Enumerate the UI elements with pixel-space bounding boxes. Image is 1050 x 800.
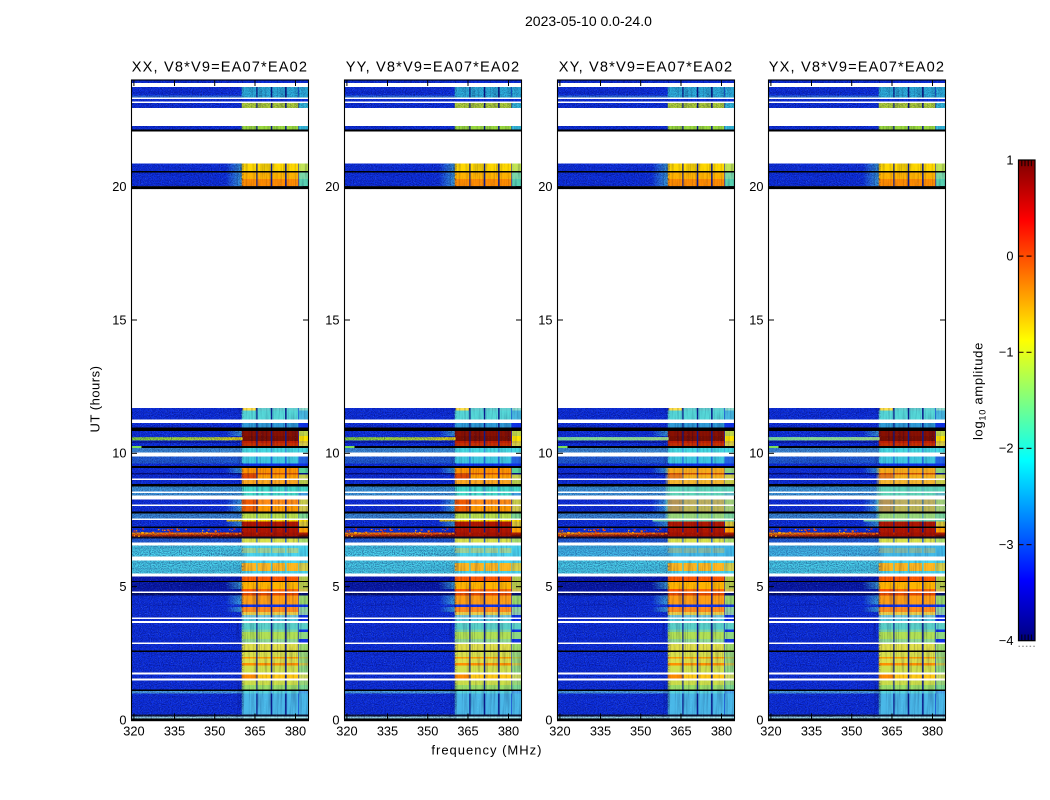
svg-text:365: 365 xyxy=(881,724,902,739)
svg-text:10: 10 xyxy=(538,446,552,461)
svg-text:350: 350 xyxy=(630,724,651,739)
svg-text:5: 5 xyxy=(756,579,763,594)
svg-text:20: 20 xyxy=(538,179,552,194)
svg-text:−2: −2 xyxy=(999,441,1014,456)
svg-text:320: 320 xyxy=(760,724,781,739)
svg-text:365: 365 xyxy=(670,724,691,739)
svg-text:350: 350 xyxy=(204,724,225,739)
svg-text:20: 20 xyxy=(112,179,126,194)
svg-text:365: 365 xyxy=(457,724,478,739)
svg-text:XX, V8*V9=EA07*EA02: XX, V8*V9=EA07*EA02 xyxy=(132,60,308,76)
svg-text:XY, V8*V9=EA07*EA02: XY, V8*V9=EA07*EA02 xyxy=(559,60,734,76)
svg-text:380: 380 xyxy=(285,724,306,739)
svg-text:335: 335 xyxy=(590,724,611,739)
svg-text:380: 380 xyxy=(498,724,519,739)
svg-text:2023-05-10 0.0-24.0: 2023-05-10 0.0-24.0 xyxy=(525,13,652,29)
svg-text:15: 15 xyxy=(538,312,552,327)
svg-text:YY, V8*V9=EA07*EA02: YY, V8*V9=EA07*EA02 xyxy=(346,60,521,76)
svg-text:frequency (MHz): frequency (MHz) xyxy=(431,743,542,758)
svg-text:10: 10 xyxy=(749,446,763,461)
svg-text:20: 20 xyxy=(325,179,339,194)
svg-text:15: 15 xyxy=(325,312,339,327)
svg-text:10: 10 xyxy=(112,446,126,461)
svg-text:−1: −1 xyxy=(999,345,1014,360)
svg-text:320: 320 xyxy=(336,724,357,739)
svg-text:350: 350 xyxy=(417,724,438,739)
svg-text:5: 5 xyxy=(119,579,126,594)
svg-text:0: 0 xyxy=(1006,248,1013,263)
svg-text:log10 amplitude: log10 amplitude xyxy=(971,342,988,440)
svg-text:UT (hours): UT (hours) xyxy=(88,366,103,433)
svg-text:5: 5 xyxy=(332,579,339,594)
svg-text:350: 350 xyxy=(841,724,862,739)
svg-text:335: 335 xyxy=(801,724,822,739)
svg-text:335: 335 xyxy=(377,724,398,739)
svg-text:15: 15 xyxy=(112,312,126,327)
svg-text:−3: −3 xyxy=(999,537,1014,552)
svg-text:10: 10 xyxy=(325,446,339,461)
svg-text:320: 320 xyxy=(549,724,570,739)
svg-text:15: 15 xyxy=(749,312,763,327)
svg-text:0: 0 xyxy=(545,712,552,727)
svg-text:320: 320 xyxy=(123,724,144,739)
svg-text:−4: −4 xyxy=(999,633,1014,648)
svg-text:380: 380 xyxy=(711,724,732,739)
svg-text:0: 0 xyxy=(756,712,763,727)
svg-text:0: 0 xyxy=(332,712,339,727)
svg-text:1: 1 xyxy=(1006,152,1013,167)
svg-text:5: 5 xyxy=(545,579,552,594)
svg-text:335: 335 xyxy=(164,724,185,739)
svg-text:380: 380 xyxy=(922,724,943,739)
svg-text:365: 365 xyxy=(244,724,265,739)
svg-text:20: 20 xyxy=(749,179,763,194)
svg-text:0: 0 xyxy=(119,712,126,727)
svg-text:YX, V8*V9=EA07*EA02: YX, V8*V9=EA07*EA02 xyxy=(769,60,945,76)
